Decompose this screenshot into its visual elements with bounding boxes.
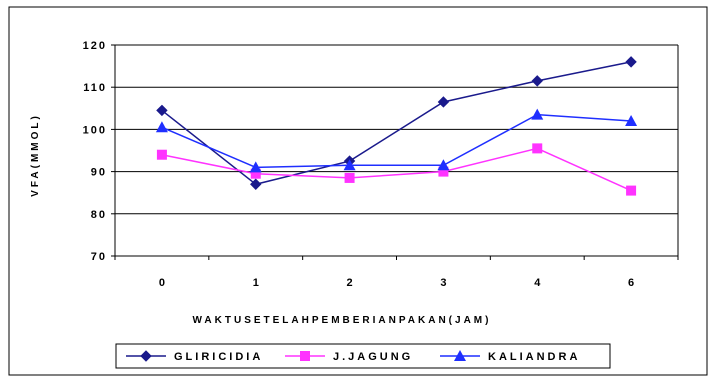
data-point-gliricidia [625, 56, 637, 68]
legend: GLIRICIDIA J.JAGUNG KALIANDRA [126, 350, 580, 363]
data-point-gliricidia [531, 75, 543, 87]
data-point-j-jagung [344, 172, 355, 183]
y-axis-ticks: 70 80 90 100 110 120 [83, 40, 115, 263]
series-line-j-jagung [161, 147, 632, 192]
legend-label-kaliandra: KALIANDRA [488, 351, 580, 363]
data-point-kaliandra [249, 161, 262, 173]
y-tick-label: 110 [83, 82, 107, 94]
legend-label-gliricidia: GLIRICIDIA [174, 351, 263, 363]
data-point-gliricidia [250, 178, 262, 190]
data-point-kaliandra [625, 114, 638, 126]
y-tick-label: 100 [83, 124, 107, 136]
series-line-kaliandra [161, 113, 632, 169]
legend-marker-j-jagung [300, 351, 310, 361]
y-axis-title: VFA(MMOL) [30, 113, 41, 197]
data-point-kaliandra [531, 108, 544, 120]
y-tick-label: 120 [83, 40, 107, 52]
legend-marker-kaliandra [454, 350, 466, 361]
data-point-j-jagung [626, 185, 637, 196]
x-tick-label: 0 [159, 277, 165, 289]
y-tick-label: 90 [91, 167, 107, 179]
legend-box [115, 343, 611, 369]
y-tick-label: 80 [91, 209, 107, 221]
data-point-j-jagung [156, 149, 167, 160]
series-layer [155, 56, 638, 196]
x-tick-label: 3 [440, 277, 446, 289]
x-tick-label: 2 [347, 277, 353, 289]
data-point-gliricidia [156, 104, 168, 117]
x-tick-label: 6 [628, 277, 634, 289]
data-point-j-jagung [438, 166, 449, 177]
x-tick-label: 1 [253, 277, 259, 289]
legend-label-j-jagung: J.JAGUNG [333, 351, 413, 363]
x-axis-title: WAKTUSETELAHPEMBERIANPAKAN(JAM) [193, 315, 492, 326]
data-point-kaliandra [343, 159, 356, 171]
data-point-kaliandra [155, 121, 168, 133]
chart-border [8, 6, 708, 376]
series-line-gliricidia [161, 61, 632, 186]
data-point-kaliandra [437, 159, 450, 171]
x-tick-label: 4 [534, 277, 541, 289]
x-axis-ticks: 0 1 2 3 4 6 [114, 256, 679, 289]
legend-marker-gliricidia [140, 350, 152, 362]
y-tick-label: 70 [91, 251, 107, 263]
data-point-j-jagung [250, 168, 261, 179]
data-point-gliricidia [437, 96, 450, 108]
data-point-j-jagung [532, 143, 543, 154]
